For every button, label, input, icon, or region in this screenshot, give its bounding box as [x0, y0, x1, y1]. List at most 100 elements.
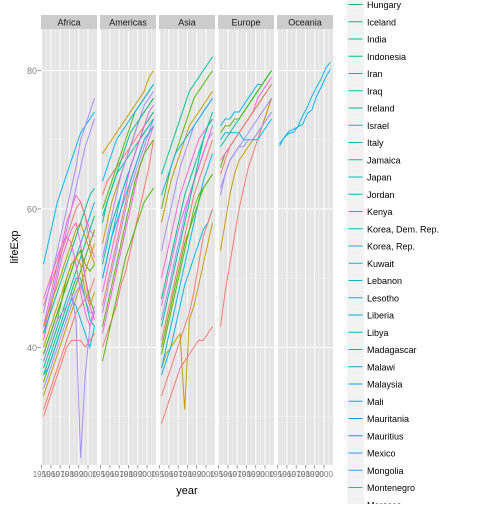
x-tick-label: 1950 — [92, 470, 110, 479]
legend-item: Malaysia — [347, 376, 403, 393]
legend-item: Hungary — [347, 0, 402, 14]
series-line — [43, 243, 95, 396]
legend-item: Montenegro — [347, 479, 415, 497]
legend-item: Lebanon — [347, 272, 402, 290]
x-tick-label: 1980 — [120, 470, 138, 479]
legend-label: Japan — [367, 173, 392, 183]
x-tick-label: 1960 — [101, 470, 119, 479]
legend-label: Jordan — [367, 190, 395, 200]
series-line — [43, 249, 95, 355]
legend-label: Montenegro — [367, 483, 415, 493]
series-line — [220, 118, 272, 141]
legend-item: Jamaica — [347, 151, 401, 169]
facet-strip-label: Oceania — [288, 18, 322, 28]
series-line — [102, 70, 154, 154]
series-line — [161, 174, 213, 348]
x-tick-label: 2000 — [79, 470, 97, 479]
legend-label: Lesotho — [367, 293, 399, 303]
series-line — [102, 104, 154, 293]
legend-item: Iceland — [347, 13, 396, 31]
legend-item: Ireland — [347, 100, 395, 117]
series-line — [220, 111, 272, 196]
series-line — [43, 297, 95, 376]
series-line — [220, 70, 272, 134]
x-tick-label: 1950 — [269, 470, 287, 479]
series-line — [279, 68, 331, 145]
series-line — [43, 256, 95, 348]
series-line — [43, 283, 95, 390]
series-line — [161, 118, 213, 279]
legend-item: Liberia — [347, 307, 394, 324]
x-tick-label: 1960 — [278, 470, 296, 479]
x-tick-label: 1950 — [151, 470, 169, 479]
series-line — [279, 61, 331, 147]
legend-item: Libya — [347, 324, 389, 342]
legend-item: Mexico — [347, 445, 396, 462]
legend-item: Malawi — [347, 358, 395, 376]
legend-item: Israel — [347, 117, 389, 135]
series-line — [220, 84, 272, 175]
legend-item: Kuwait — [347, 255, 395, 273]
series-line — [220, 98, 272, 251]
x-tick-label: 2000 — [256, 470, 274, 479]
x-tick-label: 2000 — [138, 470, 156, 479]
legend-label: Korea, Dem. Rep. — [367, 224, 439, 234]
x-tick-label: 1970 — [169, 470, 187, 479]
series-line — [102, 84, 154, 182]
series-line — [102, 125, 154, 279]
legend-label: Mauritania — [367, 414, 409, 424]
legend-label: Madagascar — [367, 345, 417, 355]
legend-item: Korea, Dem. Rep. — [347, 220, 439, 238]
series-line — [161, 208, 213, 396]
legend-label: Libya — [367, 328, 389, 338]
legend: Hungary Iceland India Indonesia Iran Iraq Irel… — [347, 0, 439, 509]
series-line — [161, 139, 213, 341]
y-axis-title: lifeExp — [9, 230, 21, 263]
legend-key — [347, 0, 364, 14]
x-tick-label: 2000 — [197, 470, 215, 479]
series-line — [161, 153, 213, 369]
legend-item: India — [347, 31, 387, 48]
x-tick-label: 1980 — [238, 470, 256, 479]
series-line — [102, 91, 154, 258]
legend-item: Mali — [347, 393, 384, 411]
x-tick-label: 1970 — [228, 470, 246, 479]
legend-label: Jamaica — [367, 155, 401, 165]
legend-label: Iran — [367, 69, 383, 79]
legend-label: Mongolia — [367, 466, 404, 476]
legend-label: Mexico — [367, 449, 396, 459]
series-line — [43, 333, 95, 417]
legend-item: Indonesia — [347, 48, 406, 66]
legend-item: Jordan — [347, 186, 395, 204]
facet-strip — [218, 15, 274, 29]
x-tick-label: 2000 — [315, 470, 333, 479]
legend-label: Italy — [367, 138, 384, 148]
x-tick-label: 1970 — [110, 470, 128, 479]
y-tick-label: 40 — [27, 343, 37, 353]
legend-item: Mauritania — [347, 410, 409, 428]
legend-label: Hungary — [367, 0, 402, 10]
series-line — [43, 118, 95, 334]
series-line — [102, 97, 154, 217]
x-tick-label: 1990 — [306, 470, 324, 479]
legend-label: Lebanon — [367, 276, 402, 286]
legend-item: Mauritius — [347, 427, 404, 445]
legend-item: Madagascar — [347, 341, 417, 359]
legend-label: Kuwait — [367, 259, 395, 269]
legend-item: Korea, Rep. — [347, 238, 415, 255]
x-tick-label: 1980 — [179, 470, 197, 479]
series-line — [43, 215, 95, 369]
x-tick-label: 1950 — [33, 470, 51, 479]
legend-item: Morocco — [347, 496, 402, 509]
series-line — [161, 125, 213, 306]
legend-item: Iran — [347, 65, 383, 83]
legend-label: Iceland — [367, 17, 396, 27]
legend-label: Morocco — [367, 500, 402, 504]
